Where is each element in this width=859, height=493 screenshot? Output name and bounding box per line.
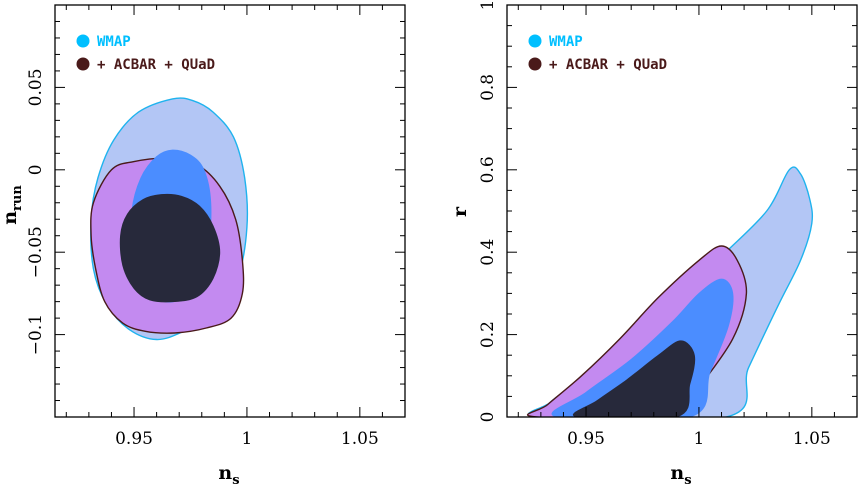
contours-right (527, 166, 814, 417)
legend-left-wmap-label: WMAP (97, 34, 131, 50)
x-tick-label-left: 1 (242, 429, 253, 449)
y-tick-label-right: 1 (478, 0, 498, 10)
y-tick-label-right: 0 (478, 412, 498, 423)
x-axis-label-left: ns (218, 462, 239, 488)
x-axis-label-right: ns (670, 462, 691, 488)
y-axis-label-right: r (449, 206, 471, 217)
panel-right-r-vs-ns: 0.95 1 1.05 0 0.2 0.4 0.6 0.8 1 r ns WMAP + ACBA… (449, 0, 858, 488)
ticks-right: 0.95 1 1.05 0 0.2 0.4 0.6 0.8 1 (478, 0, 858, 449)
x-tick-label-right: 1 (694, 429, 705, 449)
y-tick-label-left: 0 (26, 164, 46, 175)
y-tick-label-left: −0.1 (26, 314, 46, 355)
legend-left-wmap-marker (76, 34, 90, 48)
y-tick-label-left: −0.05 (26, 226, 46, 278)
legend-right-acbar-marker (528, 57, 542, 71)
x-tick-label-left: 1.05 (341, 429, 379, 449)
y-tick-label-left: 0.05 (26, 68, 46, 106)
y-axis-label-left-sub: run (10, 185, 25, 211)
y-axis-label-left: nrun (0, 185, 25, 225)
contour-left--acbar-quad-68 (119, 193, 221, 303)
x-axis-label-right-main: n (670, 462, 684, 484)
plot-frame-left (54, 4, 406, 418)
y-tick-label-right: 0.4 (478, 239, 498, 266)
x-axis-label-left-sub: s (232, 473, 239, 488)
ticks-left: 0.95 1 1.05 −0.1 −0.05 0 0.05 (26, 4, 406, 449)
contours-left (90, 97, 249, 341)
legend-left-acbar-marker (76, 57, 90, 71)
legend-right-wmap-label: WMAP (549, 34, 583, 50)
legend-right: WMAP + ACBAR + QUaD (528, 34, 667, 73)
legend-right-wmap-marker (528, 34, 542, 48)
y-tick-label-right: 0.2 (478, 321, 498, 348)
legend-left-acbar-label: + ACBAR + QUaD (97, 57, 215, 73)
x-tick-label-left: 0.95 (115, 429, 153, 449)
legend-right-acbar-label: + ACBAR + QUaD (549, 57, 667, 73)
y-tick-label-right: 0.6 (478, 156, 498, 183)
y-axis-label-left-main: n (0, 211, 21, 225)
x-tick-label-right: 0.95 (567, 429, 605, 449)
x-axis-label-right-sub: s (684, 473, 691, 488)
x-tick-label-right: 1.05 (793, 429, 831, 449)
x-axis-label-left-main: n (218, 462, 232, 484)
y-tick-label-right: 0.8 (478, 74, 498, 101)
legend-left: WMAP + ACBAR + QUaD (76, 34, 215, 73)
